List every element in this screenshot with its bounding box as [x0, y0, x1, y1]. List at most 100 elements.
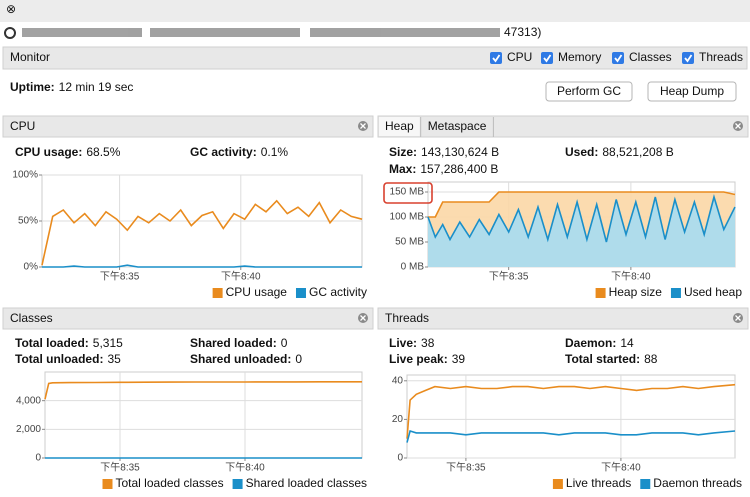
legend-label: Shared loaded classes	[246, 476, 367, 490]
legend-swatch	[552, 479, 563, 489]
legend-label: Total loaded classes	[116, 476, 224, 490]
checkmark	[614, 54, 623, 63]
panel-tab[interactable]: Threads	[385, 311, 429, 325]
panel-header	[2, 307, 374, 330]
y-tick-label: 100 MB	[390, 212, 425, 223]
stat-value: 39	[452, 352, 466, 366]
stat-label: Total started:	[565, 352, 640, 366]
close-x	[735, 123, 741, 129]
highlight-box	[383, 182, 433, 204]
series-line	[42, 264, 362, 268]
stat-label: Shared loaded:	[190, 336, 277, 350]
series-line	[427, 194, 736, 243]
y-tick-label: 0%	[24, 262, 39, 273]
checkbox[interactable]	[612, 52, 624, 64]
stat: Live peak: 39	[389, 352, 465, 366]
panel-tab[interactable]: CPU	[10, 119, 35, 133]
y-tick-label: 2,000	[16, 424, 41, 435]
checkbox[interactable]	[682, 52, 694, 64]
legend-label: Used heap	[684, 285, 742, 299]
stat-value: 5,315	[93, 336, 123, 350]
panel-tab[interactable]: Classes	[10, 311, 53, 325]
stat: CPU usage: 68.5%	[15, 145, 121, 159]
legend-label: Daemon threads	[653, 476, 742, 490]
plot-area	[406, 374, 736, 459]
stat-label: Daemon:	[565, 336, 616, 350]
y-tick-label: 40	[392, 375, 404, 386]
monitor-title: Monitor	[10, 50, 50, 64]
panel-header	[377, 115, 749, 138]
monitor-header	[2, 46, 748, 70]
close-x	[360, 123, 366, 129]
checkbox-label: CPU	[507, 50, 532, 64]
x-tick-label: 下午8:35	[100, 461, 140, 474]
series-line	[406, 429, 736, 443]
stat: Daemon: 14	[565, 336, 634, 350]
checkmark	[492, 54, 501, 63]
area-fill	[428, 197, 735, 267]
close-x	[735, 315, 741, 321]
y-tick-label: 0	[397, 453, 403, 464]
button[interactable]	[545, 81, 633, 102]
y-tick-label: 4,000	[16, 395, 41, 406]
legend-label: Live threads	[566, 476, 631, 490]
stat: Size: 143,130,624 B	[389, 145, 499, 159]
button[interactable]	[647, 81, 737, 102]
stat-label: GC activity:	[190, 145, 257, 159]
close-x	[360, 315, 366, 321]
stat-label: Size:	[389, 145, 417, 159]
stat: Max: 157,286,400 B	[389, 162, 498, 176]
checkbox-label: Memory	[558, 50, 601, 64]
stat-label: Shared unloaded:	[190, 352, 291, 366]
window-bar	[0, 0, 750, 22]
checkbox[interactable]	[490, 52, 502, 64]
stat-value: 0	[281, 336, 288, 350]
series-line	[428, 191, 736, 218]
panel-tab[interactable]: Metaspace	[428, 119, 487, 133]
legend-label: CPU usage	[226, 285, 288, 299]
legend-swatch	[640, 479, 651, 489]
stat: Live: 38	[389, 336, 435, 350]
checkbox-label: Threads	[699, 50, 743, 64]
stat-label: Live peak:	[389, 352, 448, 366]
stat-value: 88	[644, 352, 658, 366]
close-icon[interactable]: ⊗	[6, 2, 16, 16]
panel-header	[2, 115, 374, 138]
stat: Total loaded: 5,315	[15, 336, 123, 350]
series-line	[41, 199, 363, 266]
stat-label: CPU usage:	[15, 145, 82, 159]
panel-header	[377, 307, 749, 330]
tab-selected	[379, 117, 420, 136]
legend-swatch	[232, 479, 243, 489]
panel-tab[interactable]: Heap	[385, 119, 414, 133]
stat-label: Used:	[565, 145, 598, 159]
series-line	[406, 383, 736, 439]
legend-swatch	[670, 288, 681, 298]
stat: Total unloaded: 35	[15, 352, 121, 366]
legend-swatch	[102, 479, 113, 489]
plot-area	[44, 371, 363, 459]
y-tick-label: 50%	[18, 216, 38, 227]
stat-value: 35	[107, 352, 121, 366]
stat-value: 157,286,400 B	[420, 162, 498, 176]
stat-label: Live:	[389, 336, 417, 350]
button-label[interactable]: Perform GC	[557, 84, 621, 98]
blurred-title	[22, 28, 500, 37]
y-tick-label: 20	[392, 414, 404, 425]
button-label[interactable]: Heap Dump	[660, 84, 724, 98]
stat-label: Total unloaded:	[15, 352, 103, 366]
x-tick-label: 下午8:40	[611, 270, 651, 283]
checkbox[interactable]	[541, 52, 553, 64]
y-tick-label: 0 MB	[401, 262, 425, 273]
stat-value: 143,130,624 B	[421, 145, 499, 159]
window-title: 47313)	[504, 25, 541, 39]
stat-value: 88,521,208 B	[602, 145, 673, 159]
checkmark	[543, 54, 552, 63]
uptime-value: 12 min 19 sec	[59, 80, 134, 94]
checkbox-label: Classes	[629, 50, 672, 64]
x-tick-label: 下午8:35	[489, 270, 529, 283]
stat-value: 38	[421, 336, 435, 350]
spinner	[4, 27, 16, 39]
stat-value: 14	[620, 336, 634, 350]
